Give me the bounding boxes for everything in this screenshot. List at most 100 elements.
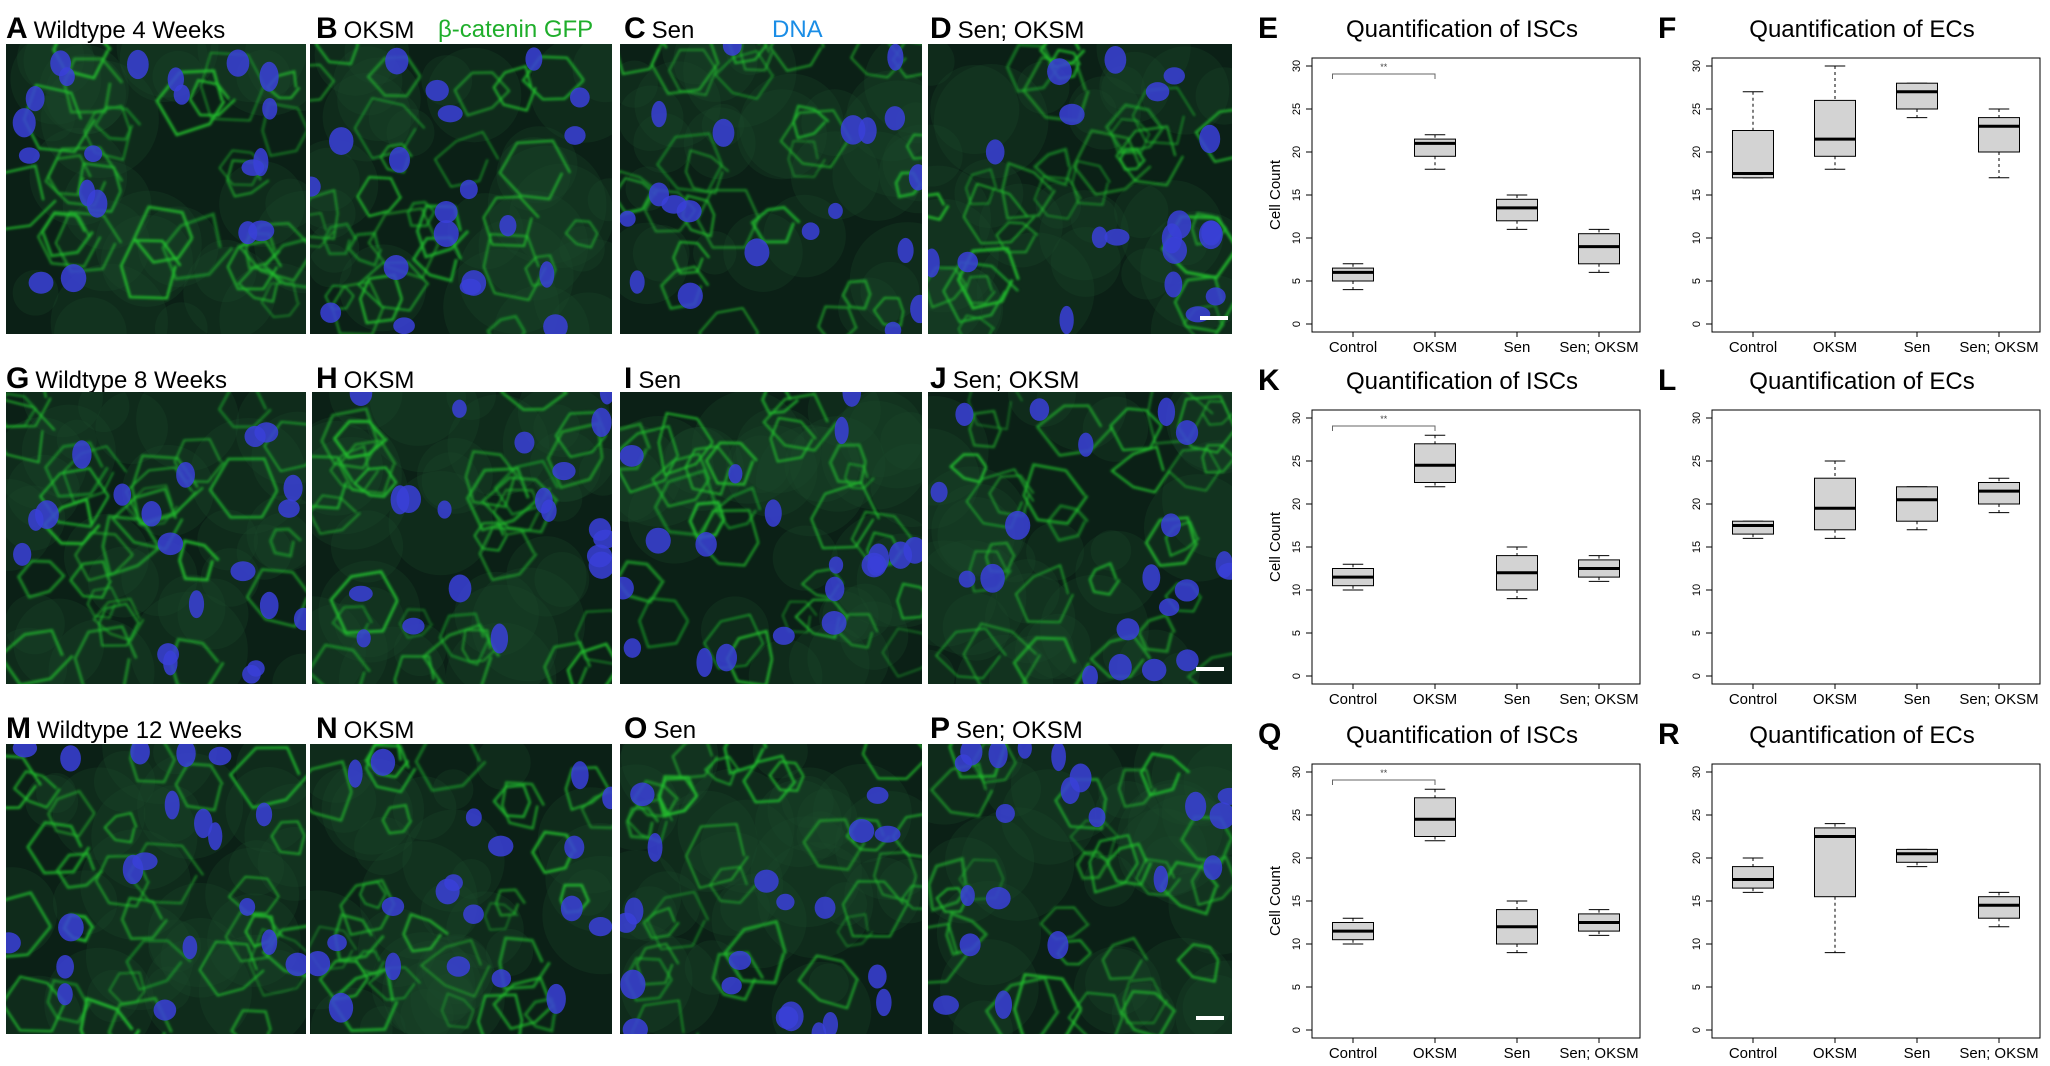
panel-label-g: G Wildtype 8 Weeks: [6, 362, 227, 395]
y-tick-label: 15: [1291, 189, 1303, 201]
x-tick-label: OKSM: [1813, 1045, 1857, 1062]
panel-label-j: J Sen; OKSM: [930, 362, 1080, 395]
micrograph-i-image: [620, 392, 922, 684]
legend-dna: DNA: [772, 16, 823, 43]
plot-frame: [1311, 57, 1641, 333]
box-oksm: [1414, 443, 1456, 484]
y-tick-label: 15: [1691, 541, 1703, 553]
x-tick-label: OKSM: [1813, 691, 1857, 708]
y-tick-label: 30: [1291, 412, 1303, 424]
x-tick-label: Control: [1729, 1045, 1777, 1062]
chart-letter: L: [1658, 364, 1677, 397]
x-tick-label: Sen: [1904, 691, 1931, 708]
y-tick-label: 10: [1291, 584, 1303, 596]
y-tick-label: 5: [1691, 630, 1703, 636]
x-tick-label: OKSM: [1413, 339, 1457, 356]
box-control: [1332, 267, 1374, 282]
x-tick-label: Sen: [1504, 691, 1531, 708]
chart-svg: 0 5 10 15 20 25 30 Cell Count Control OKSM Sen Sen;…: [1267, 763, 1641, 1062]
y-tick-label: 30: [1691, 412, 1703, 424]
x-tick-label: Control: [1729, 691, 1777, 708]
y-tick-label: 5: [1691, 984, 1703, 990]
chart-title: Quantification of ECs: [1749, 722, 1975, 749]
y-tick-label: 10: [1291, 938, 1303, 950]
box-control: [1732, 866, 1774, 889]
box-oksm: [1814, 477, 1856, 531]
micrograph-a-image: [6, 44, 306, 334]
y-tick-label: 30: [1691, 60, 1703, 72]
x-tick-label: Sen: [1504, 1045, 1531, 1062]
y-tick-label: 25: [1691, 455, 1703, 467]
y-tick-label: 25: [1691, 103, 1703, 115]
x-tick-label: OKSM: [1413, 1045, 1457, 1062]
y-tick-label: 0: [1691, 321, 1703, 327]
chart-svg: 0 5 10 15 20 25 30 Cell Count Control OKSM Sen Sen;…: [1267, 57, 1641, 356]
y-tick-label: 15: [1691, 895, 1703, 907]
chart-letter: K: [1258, 364, 1280, 397]
y-tick-label: 30: [1291, 766, 1303, 778]
micrograph-i: [620, 392, 922, 684]
x-tick-label: OKSM: [1413, 691, 1457, 708]
chart-title: Quantification of ISCs: [1345, 722, 1579, 749]
y-tick-label: 15: [1691, 189, 1703, 201]
micrograph-a: [6, 44, 306, 334]
micrograph-c: [620, 44, 922, 334]
y-tick-label: 5: [1291, 630, 1303, 636]
y-tick-label: 0: [1291, 321, 1303, 327]
micrograph-d-image: [928, 44, 1232, 334]
y-tick-label: 20: [1291, 852, 1303, 864]
chart-title: Quantification of ISCs: [1345, 368, 1579, 395]
y-axis-label: Cell Count: [1267, 511, 1284, 582]
y-tick-label: 25: [1291, 455, 1303, 467]
y-tick-label: 25: [1291, 103, 1303, 115]
y-tick-label: 30: [1691, 766, 1703, 778]
box-oksm: [1414, 138, 1456, 157]
micrograph-g-image: [6, 392, 306, 684]
significance-bracket: [1332, 779, 1436, 785]
panel-label-a: A Wildtype 4 Weeks: [6, 12, 226, 45]
y-tick-label: 15: [1291, 541, 1303, 553]
panel-label-p: P Sen; OKSM: [930, 712, 1083, 745]
y-tick-label: 0: [1291, 673, 1303, 679]
y-tick-label: 20: [1691, 852, 1703, 864]
micrograph-j-image: [928, 392, 1232, 684]
x-tick-label: OKSM: [1813, 339, 1857, 356]
x-tick-label: Control: [1329, 339, 1377, 356]
plot-frame: [1711, 409, 2041, 685]
panel-label-m: M Wildtype 12 Weeks: [6, 712, 242, 745]
significance-label: **: [1380, 414, 1388, 424]
scale-bar-j: [1196, 667, 1224, 671]
panel-label-n: N OKSM: [316, 712, 415, 745]
chart-e: 0 5 10 15 20 25 30 Cell Count Control OKSM Sen Sen;…: [1250, 0, 1650, 360]
y-tick-label: 0: [1691, 673, 1703, 679]
micrograph-j: [928, 392, 1232, 684]
micrograph-o: [620, 744, 922, 1034]
chart-title: Quantification of ECs: [1749, 368, 1975, 395]
chart-svg: 0 5 10 15 20 25 30 Control OKSM Sen Sen; OKSM: [1691, 57, 2041, 356]
box-sen: [1896, 486, 1938, 522]
y-tick-label: 5: [1291, 984, 1303, 990]
panel-label-d: D Sen; OKSM: [930, 12, 1085, 45]
panel-label-o: O Sen: [624, 712, 697, 745]
box-sen: [1496, 198, 1538, 222]
micrograph-p-image: [928, 744, 1232, 1034]
x-tick-label: Sen; OKSM: [1559, 691, 1638, 708]
chart-svg: 0 5 10 15 20 25 30 Control OKSM Sen Sen; OKSM: [1691, 763, 2041, 1062]
x-tick-label: Control: [1329, 691, 1377, 708]
x-tick-label: Sen; OKSM: [1959, 691, 2038, 708]
y-tick-label: 10: [1691, 938, 1703, 950]
micrograph-m-image: [6, 744, 306, 1034]
x-tick-label: Sen: [1904, 1045, 1931, 1062]
x-tick-label: Sen; OKSM: [1959, 1045, 2038, 1062]
y-tick-label: 10: [1691, 584, 1703, 596]
y-axis-label: Cell Count: [1267, 159, 1284, 230]
box-oksm: [1414, 797, 1456, 838]
legend-beta-catenin-gfp: β-catenin GFP: [438, 16, 594, 43]
significance-label: **: [1380, 62, 1388, 72]
plot-frame: [1311, 763, 1641, 1039]
chart-r: 0 5 10 15 20 25 30 Control OKSM Sen Sen; OKSM R Quan…: [1650, 706, 2050, 1066]
box-control: [1732, 130, 1774, 179]
y-tick-label: 5: [1691, 278, 1703, 284]
scale-bar-d: [1200, 316, 1228, 320]
micrograph-n-image: [310, 744, 612, 1034]
